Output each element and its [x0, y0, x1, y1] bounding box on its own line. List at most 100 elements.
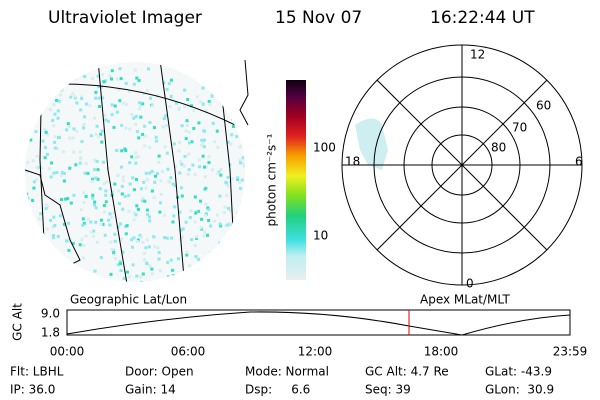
timeline-axis-label: GC Alt: [11, 303, 25, 341]
speck: [82, 256, 85, 260]
speck: [94, 206, 98, 210]
speck: [227, 74, 231, 78]
speck: [113, 257, 117, 260]
speck: [38, 217, 42, 221]
speck: [31, 199, 35, 202]
status-field: GLon: 30.9: [485, 383, 554, 397]
speck: [111, 190, 115, 194]
polar-label: 0: [466, 277, 474, 291]
speck: [166, 261, 170, 264]
speck: [239, 186, 242, 190]
speck: [109, 272, 113, 276]
speck: [70, 283, 73, 286]
speck: [99, 256, 103, 259]
status-field: Mode: Normal: [245, 365, 329, 379]
status-field: Dsp: 6.6: [245, 383, 310, 397]
speck: [139, 235, 143, 239]
speck: [157, 257, 161, 261]
speck: [27, 243, 31, 247]
speck: [219, 224, 223, 228]
speck: [133, 68, 137, 72]
speck: [190, 238, 194, 241]
speck: [242, 65, 245, 69]
speck: [62, 172, 66, 175]
speck: [235, 211, 239, 215]
speck: [135, 155, 139, 159]
speck: [241, 136, 245, 140]
speck: [165, 151, 169, 155]
speck: [154, 139, 158, 143]
speck: [54, 263, 58, 266]
polar-ring: 60: [536, 99, 551, 113]
speck: [125, 270, 129, 274]
speck: [110, 247, 114, 251]
speck: [61, 88, 64, 92]
speck: [141, 240, 145, 244]
speck: [132, 82, 136, 86]
speck: [67, 70, 71, 74]
speck: [130, 112, 134, 116]
speck: [37, 236, 41, 240]
speck: [66, 197, 70, 201]
speck: [184, 137, 188, 141]
speck: [79, 157, 83, 161]
speck: [113, 182, 117, 186]
speck: [95, 240, 99, 244]
speck: [218, 222, 222, 226]
speck: [117, 87, 121, 91]
colorbar: [286, 80, 306, 280]
speck: [103, 233, 107, 237]
speck: [236, 260, 240, 264]
speck: [91, 196, 95, 200]
speck: [195, 95, 199, 99]
speck: [216, 146, 220, 149]
speck: [78, 243, 82, 247]
speck: [201, 154, 205, 158]
speck: [231, 98, 235, 102]
speck: [94, 90, 98, 94]
speck: [165, 236, 169, 240]
speck: [174, 165, 178, 169]
speck: [100, 140, 104, 144]
speck: [157, 154, 161, 158]
speck: [177, 257, 180, 261]
speck: [119, 165, 123, 169]
speck: [99, 85, 103, 89]
speck: [203, 175, 207, 179]
speck: [205, 284, 208, 287]
speck: [188, 141, 191, 145]
speck: [238, 158, 242, 162]
speck: [51, 234, 55, 237]
speck: [40, 98, 44, 102]
speck: [201, 141, 205, 145]
speck: [178, 140, 182, 144]
speck: [237, 214, 241, 218]
speck: [194, 255, 198, 259]
speck: [159, 201, 162, 205]
speck: [188, 216, 192, 219]
speck: [207, 219, 211, 222]
speck: [164, 114, 168, 118]
speck: [35, 92, 39, 96]
speck: [176, 286, 179, 289]
speck: [219, 167, 223, 171]
speck: [115, 149, 119, 152]
speck: [86, 272, 90, 276]
speck: [172, 142, 176, 146]
speck: [102, 160, 105, 164]
speck: [32, 180, 36, 184]
speck: [171, 268, 175, 272]
speck: [71, 242, 75, 245]
speck: [230, 280, 234, 282]
speck: [201, 277, 205, 281]
speck: [199, 100, 202, 104]
speck: [96, 74, 100, 78]
speck: [185, 253, 189, 257]
speck: [35, 76, 39, 80]
speck: [166, 167, 170, 171]
speck: [104, 193, 108, 197]
speck: [206, 233, 209, 237]
speck: [148, 121, 152, 124]
speck: [226, 140, 230, 144]
speck: [208, 281, 212, 282]
